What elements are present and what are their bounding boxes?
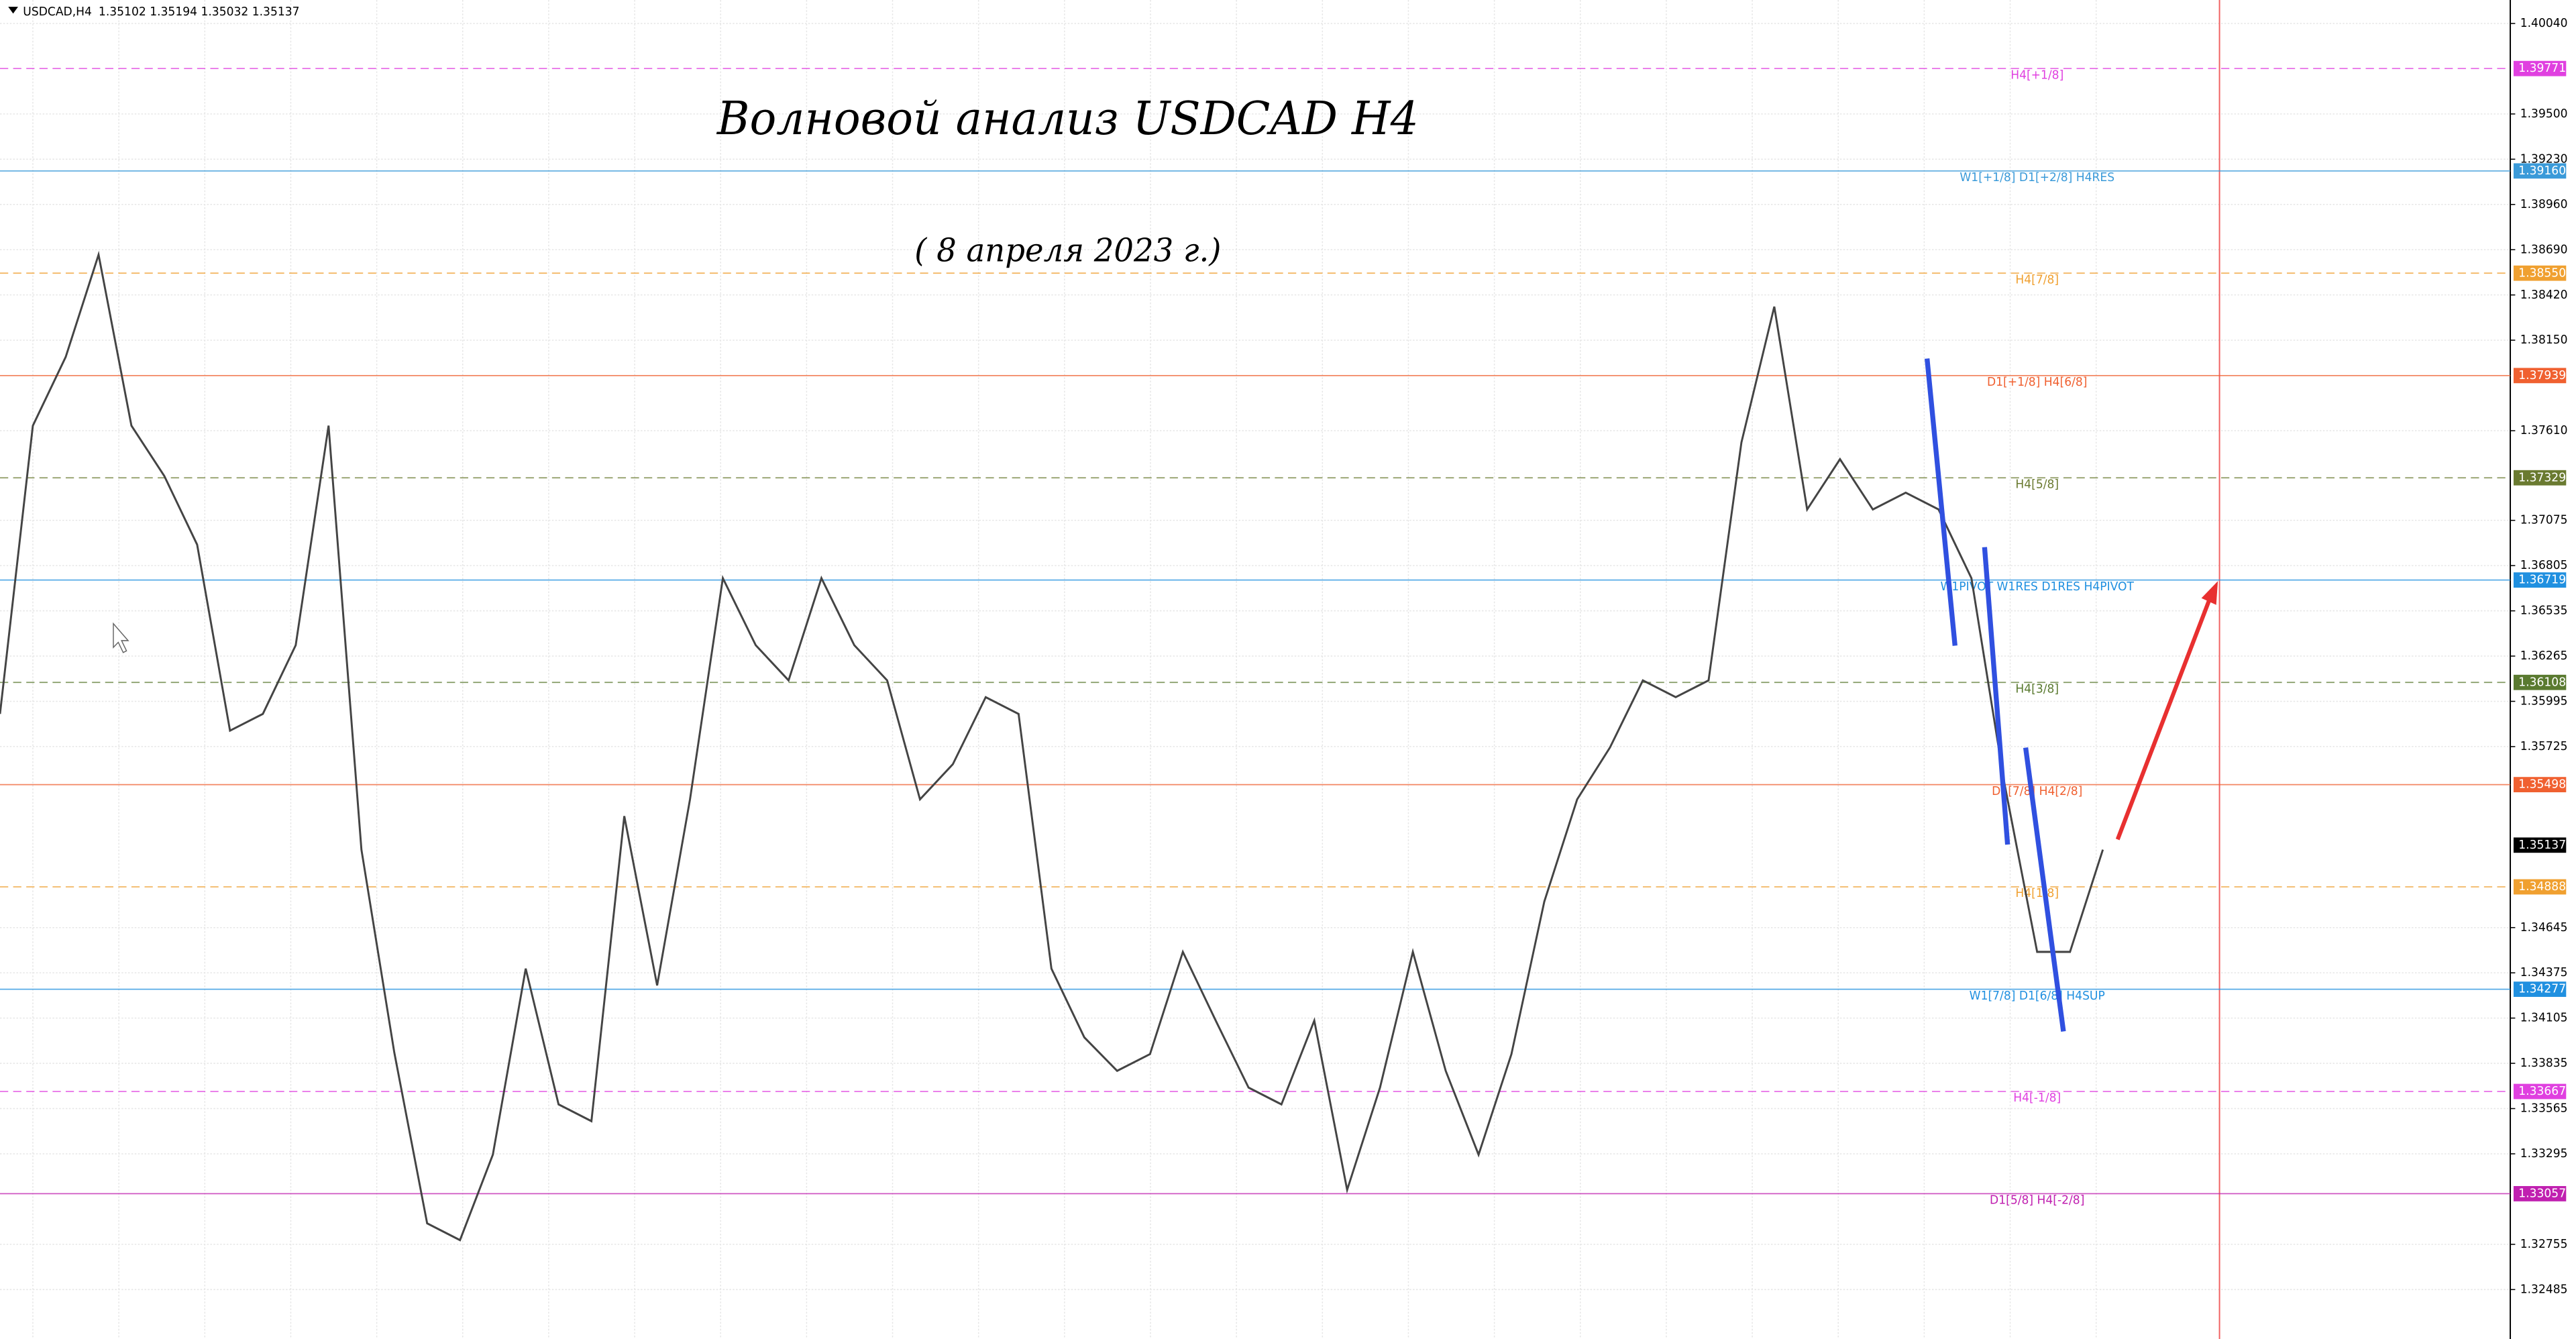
level-badge [2513, 777, 2567, 793]
level-badge [2513, 265, 2567, 281]
price-label: 1.36535 [2520, 604, 2568, 617]
level-price: 1.34888 [2518, 880, 2566, 894]
price-label: 1.39500 [2520, 107, 2568, 121]
price-label: 1.32755 [2520, 1238, 2568, 1251]
arrow-head [2201, 581, 2218, 605]
price-label: 1.36265 [2520, 649, 2568, 663]
level-price: 1.39771 [2518, 62, 2566, 75]
price-label: 1.32485 [2520, 1283, 2568, 1296]
price-label: 1.37610 [2520, 424, 2568, 437]
level-price: 1.36719 [2518, 573, 2566, 586]
level-label: D1[5/8] H4[-2/8] [1990, 1193, 2084, 1207]
level-label: W1[+1/8] D1[+2/8] H4RES [1960, 171, 2114, 184]
current-price: 1.35137 [2518, 839, 2566, 852]
price-label: 1.34645 [2520, 921, 2568, 934]
level-label: H4[-1/8] [2013, 1091, 2061, 1105]
price-label: 1.38960 [2520, 198, 2568, 211]
level-label: H4[5/8] [2015, 478, 2059, 491]
level-label: H4[1/8] [2015, 887, 2059, 900]
level-price: 1.35498 [2518, 778, 2566, 791]
price-label: 1.38150 [2520, 333, 2568, 347]
price-label: 1.33835 [2520, 1057, 2568, 1070]
level-badge [2513, 1083, 2567, 1100]
title: Волновой анализ USDCAD H4 [716, 92, 1419, 145]
level-label: W1[7/8] D1[6/8] H4SUP [1970, 989, 2105, 1003]
price-label: 1.34375 [2520, 966, 2568, 979]
level-price: 1.39160 [2518, 164, 2566, 178]
level-badge [2513, 674, 2567, 690]
price-label: 1.33565 [2520, 1102, 2568, 1115]
level-badge [2513, 60, 2567, 76]
level-badge [2513, 470, 2567, 486]
level-badge [2513, 879, 2567, 895]
forecast-arrow [2115, 594, 2214, 841]
price-label: 1.38420 [2520, 288, 2568, 302]
level-label: W1PIVOT W1RES D1RES H4PIVOT [1940, 580, 2134, 594]
level-label: H4[+1/8] [2010, 68, 2063, 82]
level-price: 1.37329 [2518, 471, 2566, 484]
level-label: H4[3/8] [2015, 682, 2059, 696]
grid [0, 0, 2511, 1339]
level-price: 1.33667 [2518, 1085, 2566, 1098]
price-label: 1.33295 [2520, 1147, 2568, 1161]
menu-arrow[interactable] [8, 7, 18, 14]
level-label: D1[7/8] H4[2/8] [1992, 785, 2082, 798]
price-path [0, 250, 2104, 1242]
ohlc: 1.35102 1.35194 1.35032 1.35137 [99, 5, 300, 19]
price-label: 1.40040 [2520, 17, 2568, 30]
price-label: 1.37075 [2520, 513, 2568, 527]
level-badge [2513, 163, 2567, 179]
price-label: 1.34105 [2520, 1011, 2568, 1024]
wave-line [2023, 747, 2066, 1032]
level-badge [2513, 572, 2567, 588]
symbol: USDCAD,H4 [23, 5, 92, 19]
price-label: 1.35995 [2520, 694, 2568, 708]
level-label: D1[+1/8] H4[6/8] [1987, 376, 2088, 389]
level-badge [2513, 1186, 2567, 1201]
price-label: 1.36805 [2520, 559, 2568, 572]
level-price: 1.34277 [2518, 982, 2566, 996]
level-badge [2513, 368, 2567, 384]
price-label: 1.38690 [2520, 243, 2568, 256]
level-badge [2513, 981, 2567, 998]
wave-line [1924, 358, 1957, 646]
mouse-cursor [113, 622, 129, 653]
level-label: H4[7/8] [2015, 273, 2059, 286]
wave-line [1982, 547, 2010, 845]
level-price: 1.36108 [2518, 676, 2566, 689]
price-label: 1.35725 [2520, 740, 2568, 753]
subtitle: ( 8 апреля 2023 г.) [914, 232, 1221, 270]
level-price: 1.38550 [2518, 266, 2566, 280]
level-price: 1.37939 [2518, 369, 2566, 382]
price-label: 1.39230 [2520, 152, 2568, 166]
level-price: 1.33057 [2518, 1187, 2566, 1200]
current-price-badge [2513, 837, 2567, 853]
